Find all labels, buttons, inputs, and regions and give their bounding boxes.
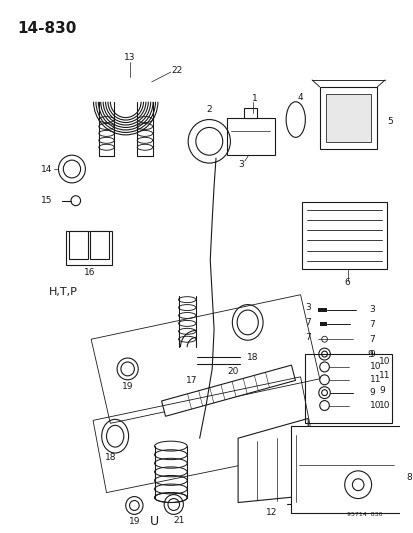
Text: 10: 10 [378,401,390,410]
Bar [317,308,327,311]
Polygon shape [161,365,295,416]
Text: 5: 5 [386,117,392,126]
Text: 7: 7 [305,333,310,342]
Text: 16: 16 [83,269,95,278]
Text: 7: 7 [369,335,375,344]
Bar [90,231,109,259]
Text: 12: 12 [266,508,277,517]
Text: 15: 15 [41,196,52,205]
Polygon shape [319,87,377,149]
Text: 10: 10 [378,357,390,366]
Text: 14-830: 14-830 [17,21,76,36]
Text: U: U [150,515,159,528]
Text: 22: 22 [171,66,182,75]
Bar [66,231,112,265]
Text: 7: 7 [305,318,310,327]
Text: 10: 10 [369,401,380,410]
Text: 18: 18 [104,454,116,463]
Text: 9: 9 [367,350,373,359]
Text: 19: 19 [121,382,133,391]
Text: 19: 19 [128,517,140,526]
Bar [319,322,327,326]
Text: 3: 3 [237,159,243,168]
Bar [226,118,274,155]
Bar [243,108,257,118]
Bar [291,426,401,513]
Text: 9: 9 [369,388,375,397]
Text: 1: 1 [251,94,257,103]
Text: 17: 17 [186,376,197,385]
Text: 95714  830: 95714 830 [346,512,381,518]
Text: 3: 3 [305,303,310,312]
Text: 8: 8 [406,473,411,482]
Text: H,T,P: H,T,P [49,287,78,297]
Text: 11: 11 [378,372,390,381]
Polygon shape [237,418,308,503]
Bar [69,231,88,259]
Text: 3: 3 [369,305,375,314]
Text: 6: 6 [344,278,350,287]
Text: 13: 13 [123,53,135,62]
Text: 9: 9 [369,350,375,359]
Text: 9: 9 [378,386,384,395]
Text: 10: 10 [369,362,380,372]
Bar [302,201,386,269]
Text: 7: 7 [369,320,375,329]
Text: 4: 4 [297,93,303,102]
Bar [305,354,391,423]
Text: 18: 18 [246,352,258,361]
Text: 14: 14 [41,165,52,174]
Text: 21: 21 [173,516,184,525]
Text: 11: 11 [369,375,380,384]
Text: 20: 20 [227,367,238,376]
Polygon shape [326,94,370,142]
Text: 2: 2 [206,105,211,114]
